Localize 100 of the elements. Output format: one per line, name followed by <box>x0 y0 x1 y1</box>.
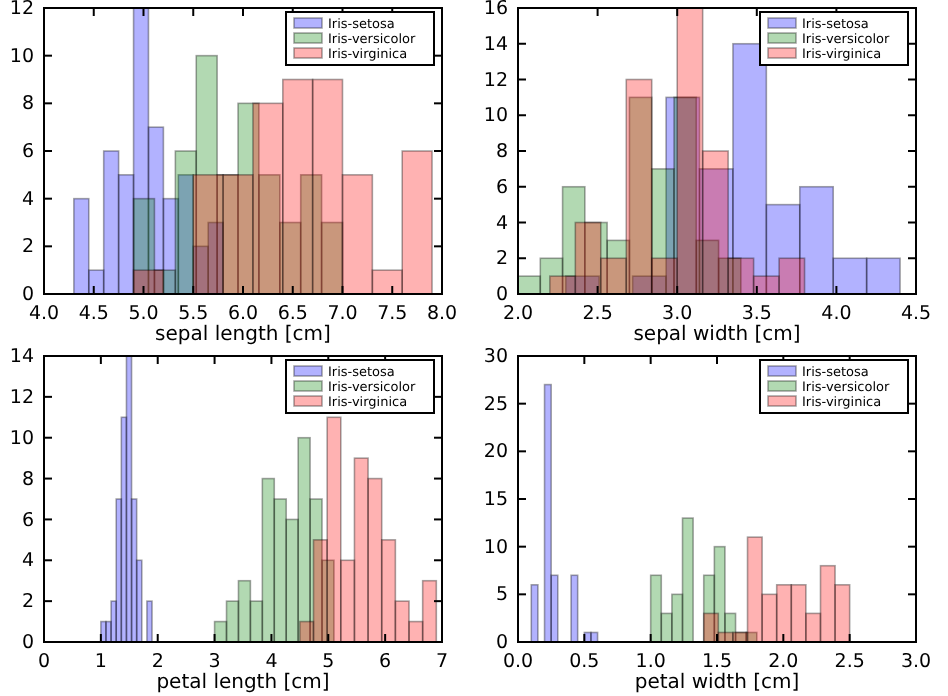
x-tick-label: 6.0 <box>227 303 259 326</box>
bar <box>625 78 653 295</box>
bar <box>273 498 288 643</box>
y-tick-label: 0 <box>495 284 508 307</box>
bar <box>676 7 704 295</box>
y-tick-label: 16 <box>483 0 508 21</box>
bar <box>371 269 403 295</box>
y-tick-label: 2 <box>21 236 34 259</box>
bar <box>135 559 143 643</box>
y-tick-label: 2 <box>495 248 508 271</box>
x-tick-label: 3.0 <box>900 651 932 674</box>
bar <box>746 536 763 643</box>
x-tick-label: 7.5 <box>377 303 408 326</box>
bar <box>222 174 254 295</box>
x-tick-label: 1.5 <box>701 651 733 674</box>
bar <box>132 269 165 295</box>
bar <box>367 477 383 643</box>
bar <box>550 574 559 643</box>
y-tick-label: 6 <box>21 141 34 164</box>
y-tick-label: 30 <box>483 346 508 369</box>
bar <box>341 174 374 295</box>
x-tick-label: 8.0 <box>426 303 458 326</box>
x-tick-label: 2 <box>151 651 164 674</box>
bar <box>649 574 663 643</box>
x-tick-label: 1.0 <box>635 651 666 674</box>
bar <box>574 221 602 295</box>
y-tick-label: 8 <box>21 93 34 116</box>
x-tick-label: 0.0 <box>502 651 534 674</box>
bar <box>681 517 694 643</box>
x-axis-title: sepal width [cm] <box>633 324 801 346</box>
x-tick-label: 6.5 <box>277 303 308 326</box>
y-tick-label: 0 <box>21 632 34 655</box>
y-tick-label: 6 <box>495 176 508 199</box>
y-tick-label: 0 <box>495 632 508 655</box>
x-tick-label: 7.0 <box>327 303 358 326</box>
x-tick-label: 5.5 <box>178 303 209 326</box>
x-tick-label: 5.0 <box>128 303 159 326</box>
y-tick-label: 6 <box>21 509 34 532</box>
bar <box>282 78 314 295</box>
bar <box>798 185 835 295</box>
bar <box>146 600 153 643</box>
bar <box>117 174 135 295</box>
bar <box>834 584 851 643</box>
bar <box>102 150 120 295</box>
bar <box>401 150 433 295</box>
bar <box>530 584 539 643</box>
y-tick-label: 20 <box>483 441 508 464</box>
bar <box>311 78 344 295</box>
x-axis-title: sepal length [cm] <box>155 324 332 346</box>
y-tick-label: 8 <box>495 141 508 164</box>
y-tick-label: 8 <box>21 468 34 491</box>
bar <box>727 257 755 295</box>
bar <box>192 174 224 295</box>
bar <box>339 559 356 643</box>
y-tick-label: 10 <box>483 536 508 559</box>
x-tick-label: 4.0 <box>28 303 60 326</box>
x-tick-label: 1 <box>94 651 107 674</box>
bar <box>702 612 720 643</box>
y-tick-label: 15 <box>483 489 508 512</box>
y-tick-label: 10 <box>483 105 508 128</box>
bar <box>790 584 807 643</box>
x-tick-label: 3.0 <box>662 303 693 326</box>
y-tick-label: 10 <box>9 45 34 68</box>
y-tick-label: 12 <box>483 69 508 92</box>
bar <box>380 539 397 643</box>
x-axis-title: petal width [cm] <box>634 672 800 694</box>
bar <box>252 102 284 295</box>
y-tick-label: 2 <box>21 591 34 614</box>
y-tick-label: 5 <box>495 584 508 607</box>
x-tick-label: 6 <box>379 651 392 674</box>
x-tick-label: 7 <box>435 651 449 674</box>
bar <box>701 150 729 295</box>
x-tick-label: 4.0 <box>821 303 852 326</box>
y-tick-label: 4 <box>21 550 34 573</box>
bar <box>421 579 438 643</box>
x-tick-label: 0 <box>37 651 51 674</box>
y-tick-label: 4 <box>495 212 508 235</box>
x-tick-label: 4 <box>265 651 278 674</box>
y-tick-label: 4 <box>21 188 34 211</box>
y-tick-label: 25 <box>483 393 508 416</box>
bar <box>570 574 579 643</box>
bar <box>326 416 342 643</box>
x-tick-label: 2.5 <box>834 651 865 674</box>
x-tick-label: 4.5 <box>78 303 109 326</box>
y-tick-label: 14 <box>9 346 34 369</box>
x-tick-label: 3.5 <box>741 303 772 326</box>
bar <box>832 257 868 295</box>
x-tick-label: 0.5 <box>569 651 600 674</box>
y-tick-label: 12 <box>9 386 34 409</box>
x-tick-label: 5 <box>322 651 335 674</box>
x-axis-title: petal length [cm] <box>156 672 330 694</box>
bar <box>865 257 901 295</box>
x-tick-label: 2.0 <box>502 303 534 326</box>
bar <box>73 197 90 295</box>
x-tick-label: 4.5 <box>900 303 932 326</box>
y-tick-label: 14 <box>483 33 508 56</box>
y-tick-label: 0 <box>21 284 34 307</box>
bar <box>543 383 552 643</box>
x-tick-label: 2.5 <box>582 303 613 326</box>
y-tick-label: 12 <box>9 0 34 21</box>
